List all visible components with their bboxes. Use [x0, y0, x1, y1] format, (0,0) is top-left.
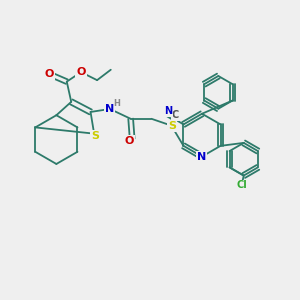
Text: N: N — [164, 106, 172, 116]
Text: Cl: Cl — [237, 180, 247, 190]
Text: O: O — [124, 136, 134, 146]
Text: N: N — [197, 152, 206, 162]
Text: H: H — [113, 98, 120, 107]
Text: O: O — [76, 67, 86, 77]
Text: S: S — [91, 131, 99, 141]
Text: N: N — [105, 104, 115, 114]
Text: O: O — [45, 69, 54, 79]
Text: C: C — [172, 110, 179, 120]
Text: S: S — [168, 121, 176, 131]
